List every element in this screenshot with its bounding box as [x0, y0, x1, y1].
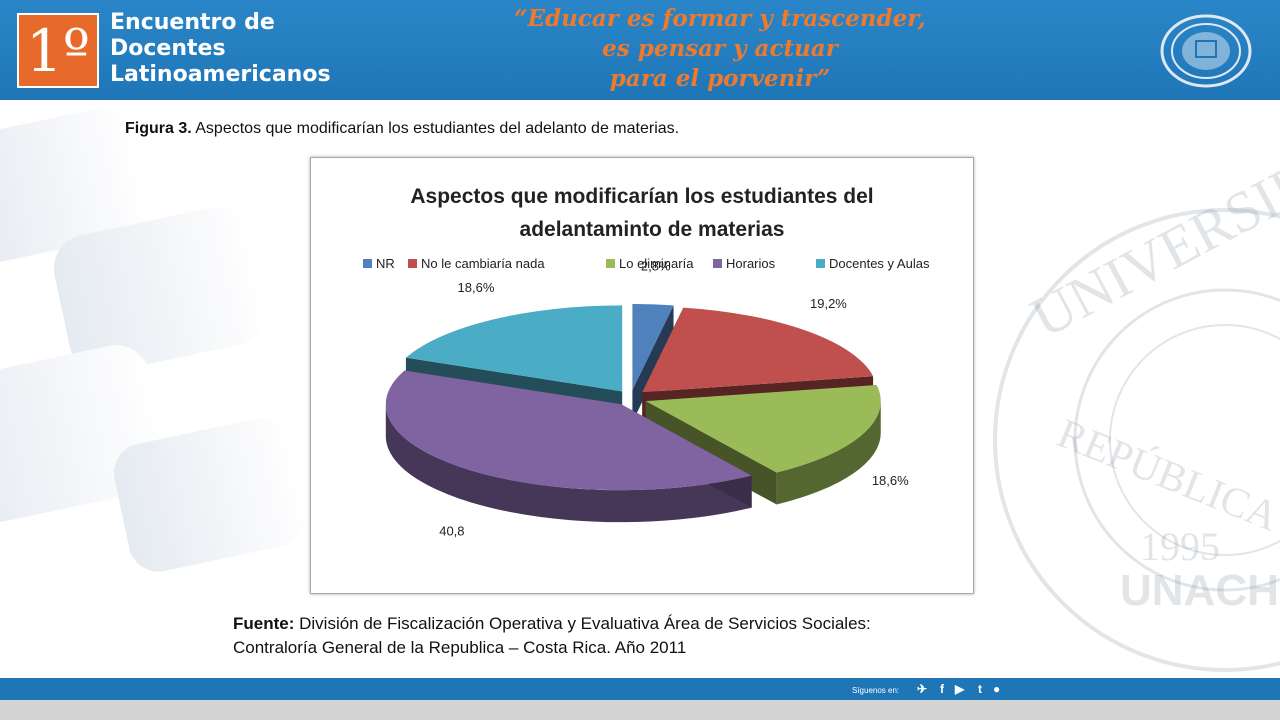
slogan-line2: es pensar y actuar [602, 35, 838, 62]
follow-us-label: Síguenos en: [852, 686, 900, 695]
footer-bar [0, 678, 1280, 700]
legend-swatch [363, 259, 372, 268]
slice-side [385, 404, 752, 523]
event-name-line1: Encuentro de [110, 10, 275, 35]
source-line1: Fuente: División de Fiscalización Operat… [233, 612, 871, 636]
pie-slice-horarios [385, 370, 752, 491]
event-name: Encuentro de Docentes Latinoamericanos [110, 10, 331, 88]
slogan-line3: para el porvenir” [609, 65, 831, 92]
logo-number: 1º [25, 17, 91, 85]
pie-chart: Aspectos que modificarían los estudiante… [363, 185, 930, 539]
watermark-year: 1995 [1140, 524, 1220, 569]
twitter-icon[interactable]: ✈ [917, 682, 928, 696]
legend-label: No le cambiaría nada [421, 256, 545, 271]
source-note: Fuente: División de Fiscalización Operat… [233, 612, 871, 660]
watermark-arc-bottom: REPÚBLICA DE PANAMÁ [1051, 410, 1280, 636]
header-banner: 1º Encuentro de Docentes Latinoamericano… [0, 0, 1280, 100]
data-labels: 2,8% 19,2% 18,6% 40,8 18,6% [439, 259, 909, 539]
chart-title-line1: Aspectos que modificarían los estudiante… [410, 185, 873, 208]
slice-side [776, 401, 881, 505]
event-name-line3: Latinoamericanos [110, 62, 331, 87]
watermark-arc-top: UNIVERSIDAD AUTÓNOMA [1020, 100, 1280, 350]
legend-swatch [408, 259, 417, 268]
watermark-acronym: UNACHI [1120, 566, 1280, 615]
legend-label: Lo eliminaría [619, 256, 694, 271]
data-label: 18,6% [458, 280, 495, 295]
data-label: 19,2% [810, 296, 847, 311]
legend-label: Horarios [726, 256, 776, 271]
left-tile-pattern [0, 108, 306, 572]
pie-slice-docentes-y-aulas [405, 305, 623, 392]
legend-swatch [606, 259, 615, 268]
blogger-icon[interactable]: ● [993, 682, 1001, 696]
figure-label: Figura 3. [125, 120, 192, 137]
event-logo: 1º [17, 13, 99, 88]
pie-slice-nr [632, 304, 674, 391]
source-text-line1: División de Fiscalización Operativa y Ev… [294, 614, 871, 633]
legend-label: Docentes y Aulas [829, 256, 930, 271]
pie-slice-lo-eliminaría [645, 384, 881, 473]
data-label: 40,8 [439, 524, 464, 539]
tumblr-icon[interactable]: t [978, 682, 982, 696]
slogan-line1: “Educar es formar y trascender, [514, 5, 926, 32]
figure-caption: Figura 3. Aspectos que modificarían los … [125, 120, 679, 138]
chart-title-line2: adelantamint​o de materias [520, 218, 785, 241]
bottom-strip [0, 700, 1280, 720]
data-label: 18,6% [872, 473, 909, 488]
event-name-line2: Docentes [110, 36, 226, 61]
figure-caption-text: Aspectos que modificarían los estudiante… [191, 120, 680, 137]
source-label: Fuente: [233, 614, 295, 633]
legend-swatch [816, 259, 825, 268]
legend-swatch [713, 259, 722, 268]
legend-label: NR [376, 256, 395, 271]
pie-slices [385, 304, 881, 523]
facebook-icon[interactable]: f [940, 682, 944, 696]
youtube-icon[interactable]: ▶ [955, 682, 965, 696]
pie-slice-no-le-cambiaría-nada [642, 307, 874, 393]
slogan: “Educar es formar y trascender, es pensa… [480, 4, 960, 94]
chart-frame: Aspectos que modificarían los estudiante… [310, 157, 974, 594]
university-seal-icon [1160, 14, 1252, 88]
source-text-line2: Contraloría General de la Republica – Co… [233, 638, 687, 657]
data-label: 2,8% [641, 259, 671, 274]
university-watermark-seal [993, 208, 1280, 672]
chart-legend: NR No le cambiaría nada Lo eliminaría Horar… [363, 256, 930, 271]
